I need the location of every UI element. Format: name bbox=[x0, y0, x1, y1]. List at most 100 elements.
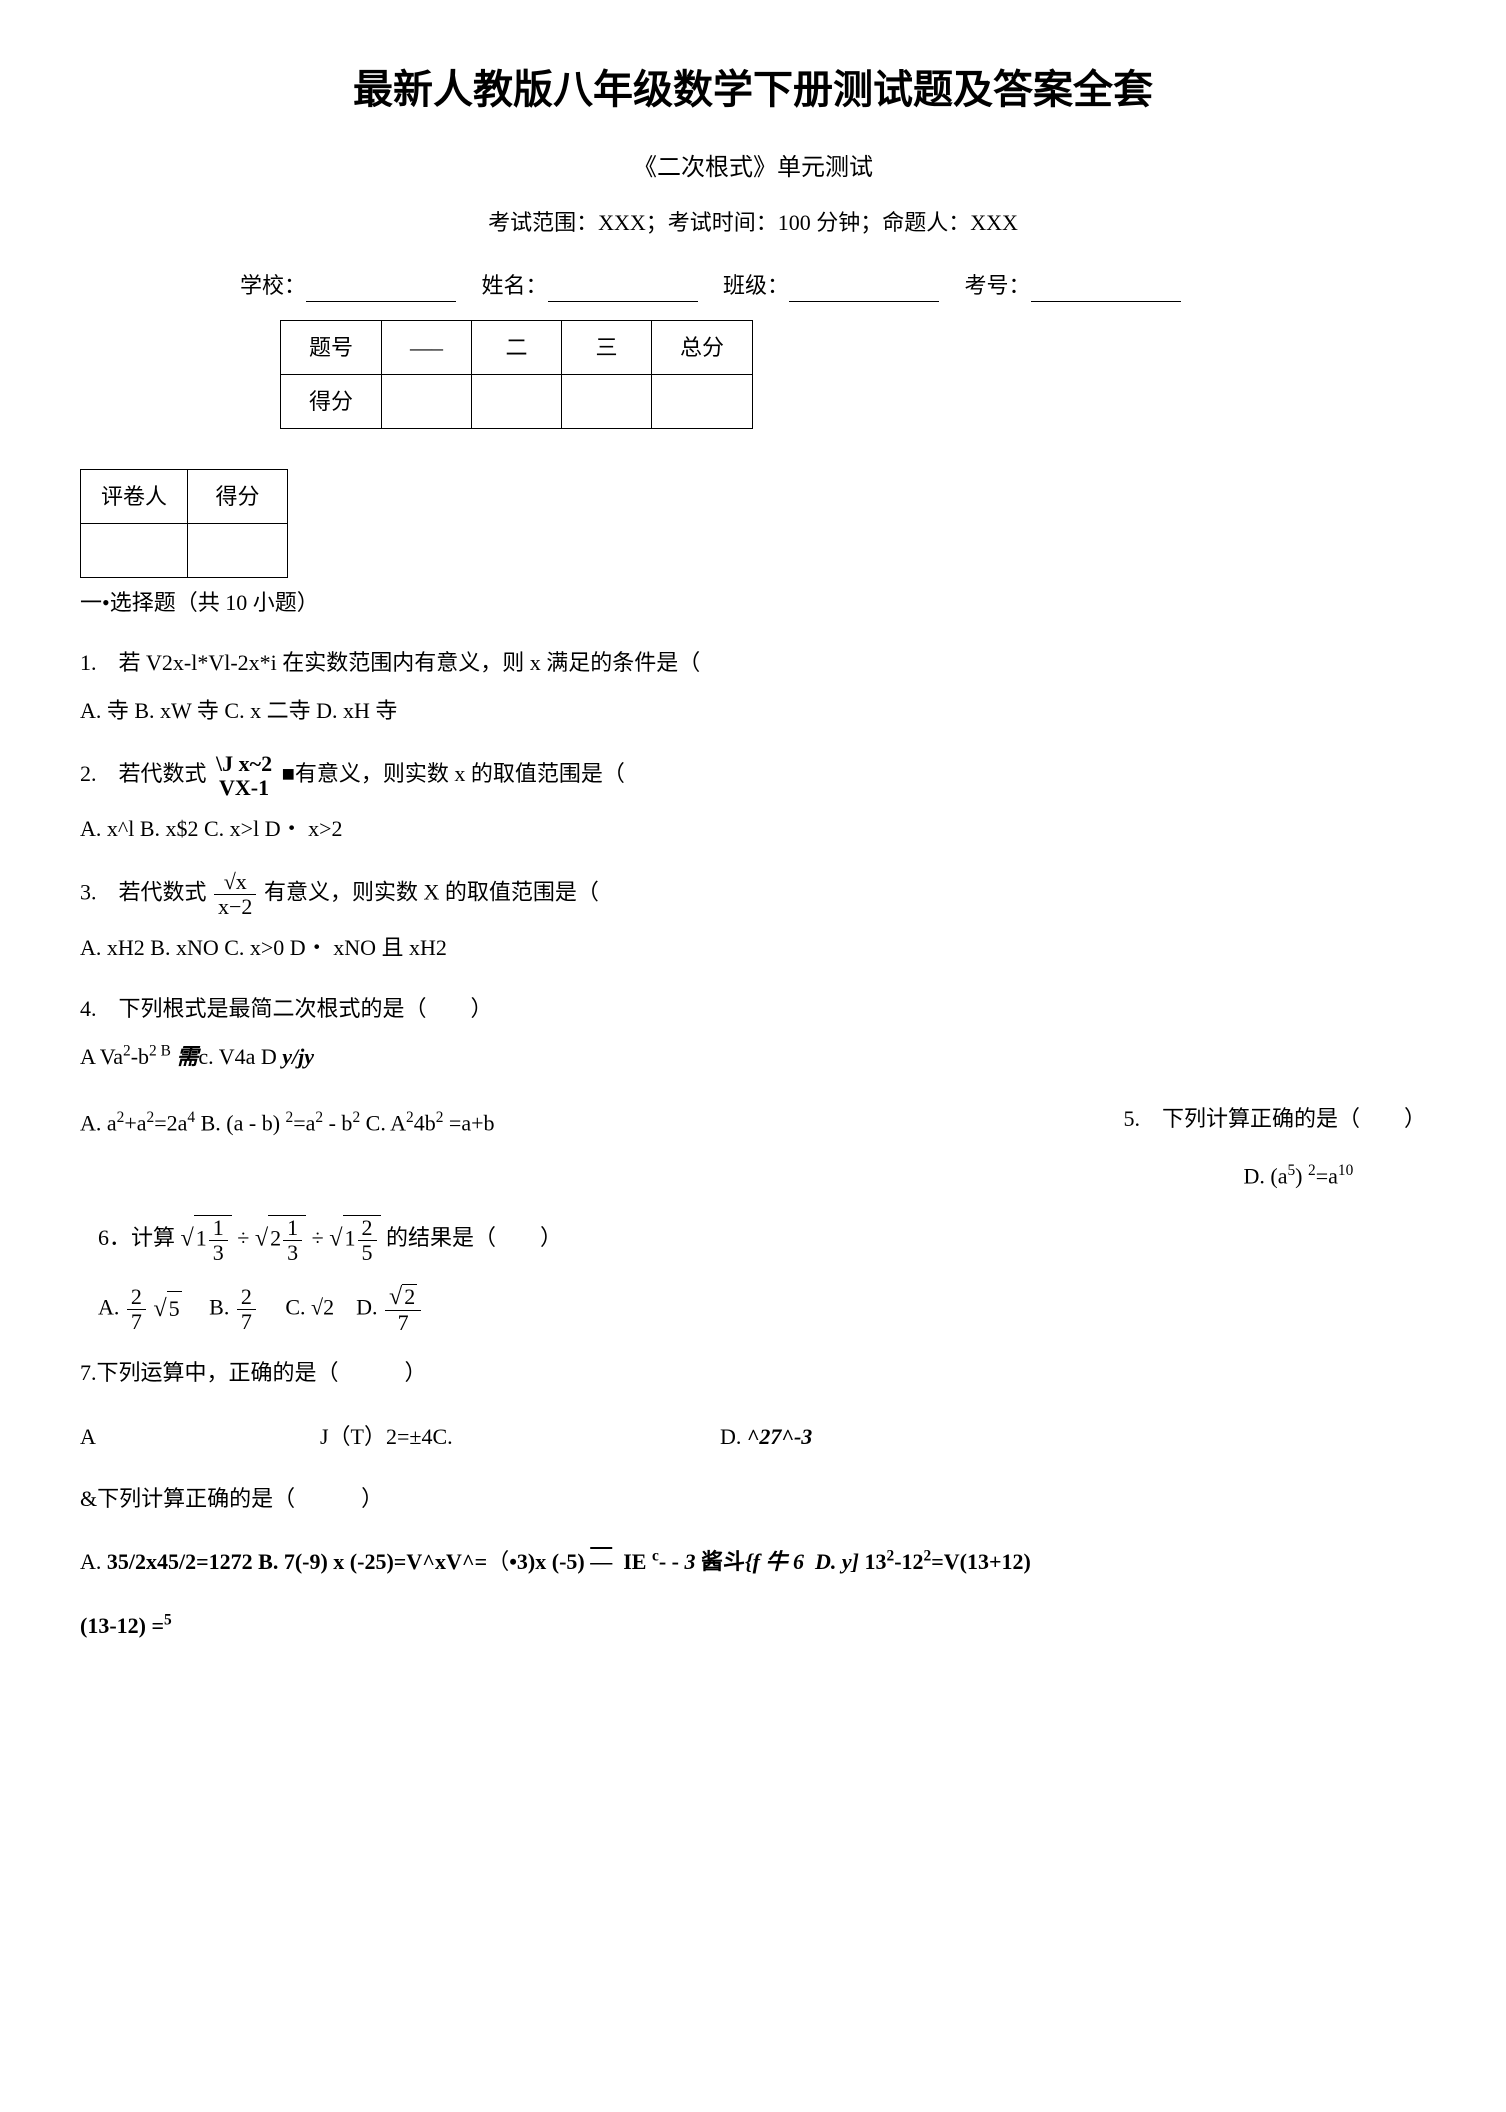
q6-optD-den: 7 bbox=[385, 1311, 421, 1335]
q6-stem-b: 的结果是（ ） bbox=[386, 1225, 562, 1250]
label-name: 姓名： bbox=[482, 273, 548, 298]
table-row: 得分 bbox=[281, 375, 753, 429]
q1-options: A. 寺 B. xW 寺 C. x 二寺 D. xH 寺 bbox=[80, 691, 1426, 731]
q6-optA-n: 2 bbox=[127, 1285, 146, 1310]
grader-table: 评卷人 得分 bbox=[80, 469, 288, 578]
q6-optB-frac: 27 bbox=[237, 1285, 256, 1334]
q2-fraction: \J x~2 VX-1 bbox=[216, 752, 272, 800]
q7-stem: 7.下列运算中，正确的是（ ） bbox=[80, 1353, 1426, 1393]
q6-optA-d: 7 bbox=[127, 1310, 146, 1334]
q2-stack-top: \J x~2 bbox=[216, 752, 272, 776]
q6-r2n: 2 bbox=[270, 1225, 281, 1250]
q2-num: 2. 若代数式 bbox=[80, 761, 207, 786]
q6-optB-n: 2 bbox=[237, 1285, 256, 1310]
cell bbox=[562, 375, 652, 429]
q3-num: 3. 若代数式 bbox=[80, 880, 212, 905]
q6-stem-a: 6．计算 bbox=[98, 1225, 175, 1250]
cell: 三 bbox=[562, 321, 652, 375]
q6-rad2: √213 bbox=[255, 1215, 306, 1265]
blank-name bbox=[548, 280, 698, 302]
question-3: 3. 若代数式 √x x−2 有意义，则实数 X 的取值范围是（ A. xH2 … bbox=[80, 870, 1426, 967]
q6-optB-label: B. bbox=[209, 1294, 235, 1319]
q5-stem: 5. 下列计算正确的是（ ） bbox=[1123, 1102, 1426, 1135]
q8-tail: (13-12) =5 bbox=[80, 1606, 1426, 1646]
q6-rad3: √125 bbox=[329, 1215, 380, 1265]
q6-r3n: 1 bbox=[345, 1225, 356, 1250]
q7-optA: A bbox=[80, 1417, 320, 1457]
score-table: 题号 —– 二 三 总分 得分 bbox=[280, 320, 753, 429]
subtitle: 《二次根式》单元测试 bbox=[80, 150, 1426, 186]
q6-r3w: 2 bbox=[358, 1216, 377, 1241]
q6-optB-d: 7 bbox=[237, 1310, 256, 1334]
q2-stack-bot: VX-1 bbox=[216, 776, 272, 800]
q7-options-row: A J（T）2=±4C. D. ^27^-3 bbox=[80, 1417, 1426, 1457]
q6-optD-num: √2 bbox=[385, 1283, 421, 1311]
blank-class bbox=[789, 280, 939, 302]
label-school: 学校： bbox=[240, 273, 306, 298]
q4-options: A Va2-b2 B 需c. V4a D y/jy bbox=[80, 1037, 1426, 1077]
q6-optC: C. √2 bbox=[285, 1294, 334, 1319]
cell bbox=[81, 524, 188, 578]
q5-options-right: D. (a5) 2=a10 bbox=[1243, 1159, 1426, 1192]
cell: 得分 bbox=[281, 375, 382, 429]
question-5-row: A. a2+a2=2a4 B. (a - b) 2=a2 - b2 C. A24… bbox=[80, 1098, 1426, 1192]
cell bbox=[472, 375, 562, 429]
table-row: 题号 —– 二 三 总分 bbox=[281, 321, 753, 375]
q2-options: A. x^l B. x$2 C. x>l D・ x>2 bbox=[80, 809, 1426, 849]
cell: 总分 bbox=[652, 321, 753, 375]
question-6: 6．计算 √113 ÷ √213 ÷ √125 的结果是（ ） bbox=[98, 1215, 1426, 1265]
q6-optA-rad: √5 bbox=[153, 1291, 181, 1327]
q3-frac-num: √x bbox=[214, 870, 256, 895]
q6-r3d: 5 bbox=[358, 1241, 377, 1265]
table-row: 评卷人 得分 bbox=[81, 470, 288, 524]
q6-r1d: 3 bbox=[209, 1241, 228, 1265]
q6-optA-radval: 5 bbox=[167, 1291, 182, 1325]
question-7: 7.下列运算中，正确的是（ ） A J（T）2=±4C. D. ^27^-3 bbox=[80, 1353, 1426, 1456]
q8-stem: &下列计算正确的是（ ） bbox=[80, 1479, 1426, 1519]
cell bbox=[382, 375, 472, 429]
q5-options-left: A. a2+a2=2a4 B. (a - b) 2=a2 - b2 C. A24… bbox=[80, 1106, 1043, 1139]
question-2: 2. 若代数式 \J x~2 VX-1 ■有意义，则实数 x 的取值范围是（ A… bbox=[80, 752, 1426, 848]
blank-school bbox=[306, 280, 456, 302]
q8-options: A. 35/2x45/2=1272 B. 7(-9) x (-25)=V^xV^… bbox=[80, 1542, 1426, 1582]
table-row bbox=[81, 524, 288, 578]
q2-stem-b: ■有意义，则实数 x 的取值范围是（ bbox=[282, 761, 625, 786]
exam-info: 考试范围：XXX；考试时间：100 分钟；命题人：XXX bbox=[80, 206, 1426, 239]
q6-r2w: 1 bbox=[283, 1216, 302, 1241]
q6-r1w: 1 bbox=[209, 1216, 228, 1241]
q6-options: A. 27 √5 B. 27 C. √2 D. √2 7 bbox=[98, 1283, 1426, 1335]
blank-id bbox=[1031, 280, 1181, 302]
q7-optD: D. ^27^-3 bbox=[720, 1417, 812, 1457]
question-1: 1. 若 V2x-l*Vl-2x*i 在实数范围内有意义，则 x 满足的条件是（… bbox=[80, 643, 1426, 730]
q3-options: A. xH2 B. xNO C. x>0 D・ xNO 且 xH2 bbox=[80, 928, 1426, 968]
cell: —– bbox=[382, 321, 472, 375]
cell: 得分 bbox=[188, 470, 288, 524]
q6-optA-label: A. bbox=[98, 1294, 125, 1319]
q6-optD-radval: 2 bbox=[402, 1284, 417, 1309]
q6-r1n: 1 bbox=[196, 1225, 207, 1250]
fill-line: 学校： 姓名： 班级： 考号： bbox=[80, 269, 1426, 302]
q7-optBC: J（T）2=±4C. bbox=[320, 1417, 720, 1457]
cell: 评卷人 bbox=[81, 470, 188, 524]
q6-optD-frac: √2 7 bbox=[385, 1283, 421, 1335]
cell: 题号 bbox=[281, 321, 382, 375]
q6-rad1: √113 bbox=[181, 1215, 232, 1265]
cell bbox=[652, 375, 753, 429]
cell bbox=[188, 524, 288, 578]
q1-stem: 1. 若 V2x-l*Vl-2x*i 在实数范围内有意义，则 x 满足的条件是（ bbox=[80, 643, 1426, 683]
page-title: 最新人教版八年级数学下册测试题及答案全套 bbox=[80, 60, 1426, 120]
q4-opt-text: A Va2-b2 B 需c. V4a D y/jy bbox=[80, 1044, 314, 1069]
q4-stem: 4. 下列根式是最简二次根式的是（ ） bbox=[80, 989, 1426, 1029]
label-class: 班级： bbox=[723, 273, 789, 298]
label-id: 考号： bbox=[965, 273, 1031, 298]
question-8: &下列计算正确的是（ ） A. 35/2x45/2=1272 B. 7(-9) … bbox=[80, 1479, 1426, 1646]
cell: 二 bbox=[472, 321, 562, 375]
section-heading: 一•选择题（共 10 小题） bbox=[80, 586, 1426, 619]
q3-stem-b: 有意义，则实数 X 的取值范围是（ bbox=[264, 880, 599, 905]
q6-r2d: 3 bbox=[283, 1241, 302, 1265]
q3-frac-den: x−2 bbox=[214, 895, 256, 919]
q6-optA-frac: 27 bbox=[127, 1285, 146, 1334]
q6-optD-label: D. bbox=[356, 1294, 383, 1319]
q3-fraction: √x x−2 bbox=[214, 870, 256, 919]
question-4: 4. 下列根式是最简二次根式的是（ ） A Va2-b2 B 需c. V4a D… bbox=[80, 989, 1426, 1076]
